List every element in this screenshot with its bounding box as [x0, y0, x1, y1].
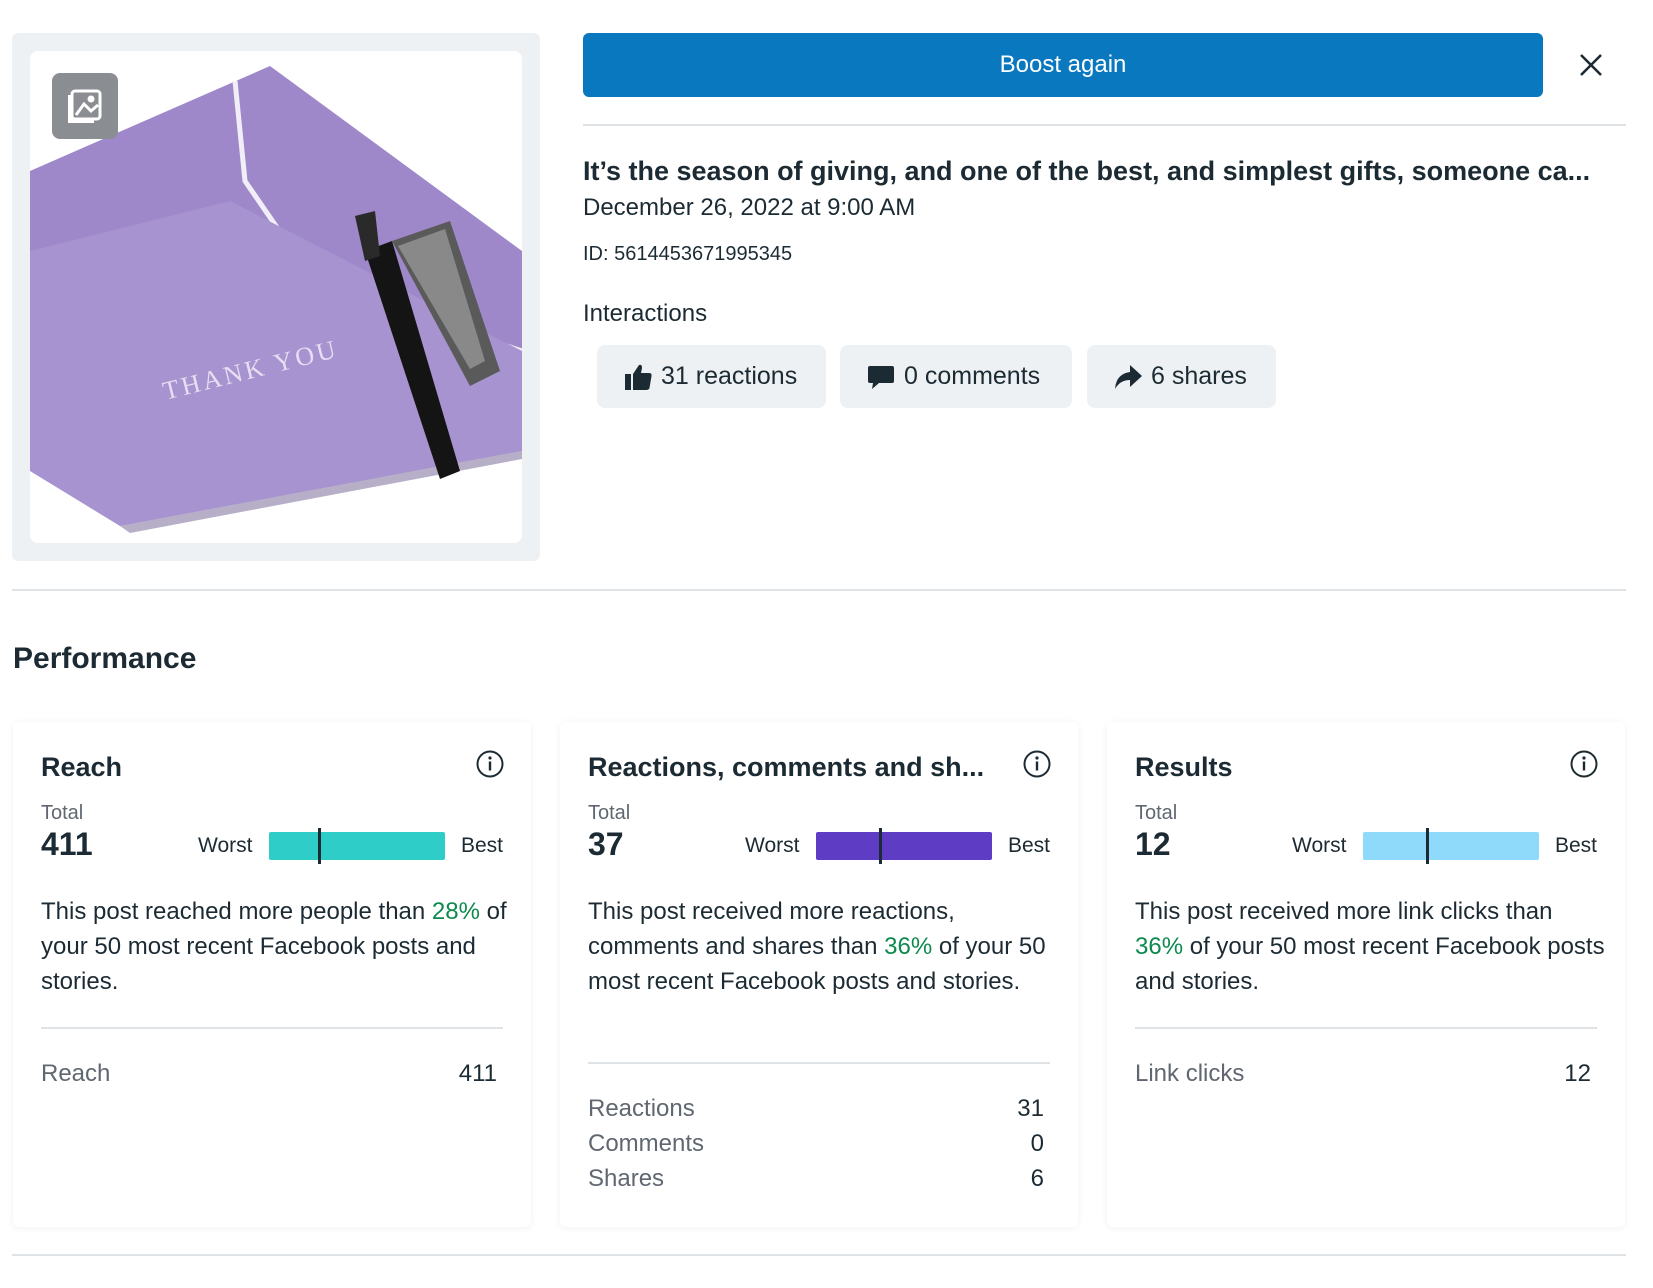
- comments-count: 0 comments: [904, 362, 1041, 390]
- desc-text: This post received more link clicks than: [1135, 898, 1553, 925]
- post-date: December 26, 2022 at 9:00 AM: [583, 194, 916, 221]
- post-image: THANK YOU: [30, 51, 522, 543]
- percentile-marker: [879, 828, 883, 864]
- metric-value: 411: [458, 1060, 497, 1087]
- metric-row: Shares 6: [588, 1165, 1044, 1199]
- metric-value: 6: [1030, 1165, 1044, 1192]
- percentile-marker: [318, 828, 322, 864]
- percentile-marker: [1426, 828, 1430, 864]
- comments-pill[interactable]: 0 comments: [840, 345, 1072, 408]
- divider: [12, 1254, 1626, 1256]
- boost-again-button[interactable]: Boost again: [583, 33, 1543, 97]
- reach-card: Reach Total 411 Worst Best This post rea…: [13, 722, 531, 1227]
- shares-count: 6 shares: [1151, 362, 1247, 390]
- worst-label: Worst: [198, 834, 253, 857]
- metric-value: 0: [1030, 1130, 1044, 1157]
- percentile-bar: [1363, 828, 1539, 864]
- share-arrow-icon: [1115, 364, 1142, 389]
- performance-description: This post received more link clicks than…: [1135, 894, 1605, 999]
- interactions-heading: Interactions: [583, 300, 708, 327]
- results-card: Results Total 12 Worst Best This post re…: [1107, 722, 1625, 1227]
- metric-label: Reactions: [588, 1095, 695, 1122]
- percentile-bar: [269, 828, 445, 864]
- metric-label: Comments: [588, 1130, 705, 1157]
- info-icon[interactable]: [475, 749, 505, 779]
- performance-description: This post reached more people than 28% o…: [41, 894, 511, 999]
- percentile-bar: [816, 828, 992, 864]
- shares-pill[interactable]: 6 shares: [1087, 345, 1276, 408]
- metric-row: Comments 0: [588, 1130, 1044, 1164]
- desc-text: of your 50 most recent Facebook posts an…: [1135, 933, 1605, 995]
- reactions-pill[interactable]: 31 reactions: [597, 345, 826, 408]
- worst-label: Worst: [1292, 834, 1347, 857]
- desc-text: This post reached more people than: [41, 898, 432, 925]
- best-label: Best: [460, 834, 503, 857]
- desc-text: of your 50 most recent Facebook posts an…: [41, 898, 507, 995]
- divider: [583, 124, 1626, 126]
- metric-row: Reactions 31: [588, 1095, 1044, 1129]
- metric-label: Reach: [41, 1060, 111, 1087]
- divider: [12, 589, 1626, 591]
- metric-row: Reach 411: [41, 1060, 497, 1094]
- best-label: Best: [1554, 834, 1597, 857]
- engagement-card: Reactions, comments and sh... Total 37 W…: [560, 722, 1078, 1227]
- metric-label: Link clicks: [1135, 1060, 1245, 1087]
- info-icon[interactable]: [1569, 749, 1599, 779]
- post-title: It’s the season of giving, and one of th…: [583, 156, 1591, 186]
- desc-text: of your 50 most recent Facebook posts an…: [588, 933, 1046, 995]
- post-id: ID: 5614453671995345: [583, 243, 793, 265]
- card-title: Reach: [41, 752, 123, 782]
- reactions-count: 31 reactions: [661, 362, 798, 390]
- best-label: Best: [1007, 834, 1050, 857]
- photo-type-icon: [52, 73, 118, 139]
- thumbs-up-icon: [625, 364, 652, 390]
- divider: [41, 1027, 503, 1029]
- metric-value: 12: [1564, 1060, 1591, 1087]
- card-title: Results: [1135, 752, 1233, 782]
- metric-value: 31: [1017, 1095, 1044, 1122]
- divider: [1135, 1027, 1597, 1029]
- total-value: 37: [588, 826, 624, 862]
- post-thumbnail-frame: THANK YOU: [12, 33, 540, 561]
- close-icon[interactable]: [1570, 44, 1612, 86]
- performance-heading: Performance: [13, 642, 197, 675]
- info-icon[interactable]: [1022, 749, 1052, 779]
- divider: [588, 1062, 1050, 1064]
- percentile-value: 36%: [1135, 933, 1184, 960]
- total-label: Total: [588, 802, 631, 824]
- total-value: 12: [1135, 826, 1171, 862]
- total-label: Total: [41, 802, 84, 824]
- metric-row: Link clicks 12: [1135, 1060, 1591, 1094]
- percentile-value: 28%: [431, 898, 480, 925]
- worst-label: Worst: [745, 834, 800, 857]
- performance-description: This post received more reactions, comme…: [588, 894, 1058, 999]
- metric-label: Shares: [588, 1165, 665, 1192]
- desc-text: This post received more reactions, comme…: [588, 898, 955, 960]
- card-title: Reactions, comments and sh...: [588, 752, 985, 782]
- total-label: Total: [1135, 802, 1178, 824]
- total-value: 411: [41, 826, 93, 862]
- comment-icon: [868, 365, 894, 389]
- percentile-value: 36%: [884, 933, 933, 960]
